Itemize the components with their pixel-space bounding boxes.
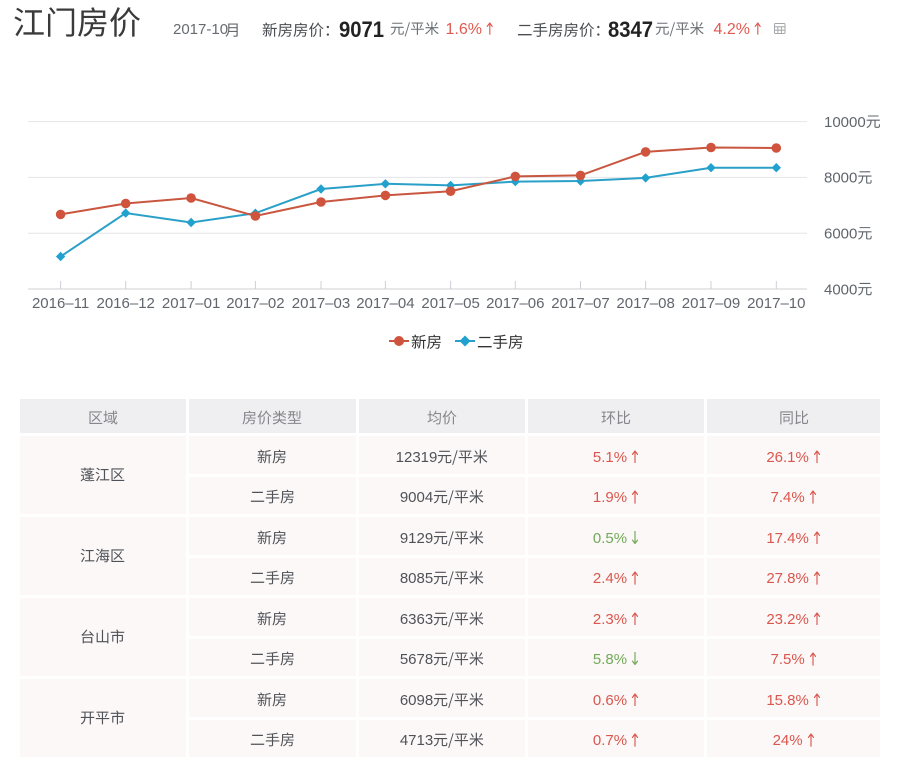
svg-text:2017–10: 2017–10: [747, 295, 805, 312]
svg-text:2017–08: 2017–08: [616, 295, 674, 312]
svg-text:2017–07: 2017–07: [551, 295, 609, 312]
svg-text:2017–01: 2017–01: [162, 295, 220, 312]
svg-text:6000: 6000: [824, 226, 857, 243]
svg-text:8000: 8000: [824, 170, 857, 187]
svg-text:2017–04: 2017–04: [356, 295, 414, 312]
svg-text:2017–09: 2017–09: [682, 295, 740, 312]
svg-text:2017–05: 2017–05: [421, 295, 479, 312]
svg-text:10000: 10000: [824, 114, 866, 131]
svg-text:2016–12: 2016–12: [96, 295, 154, 312]
svg-text:2016–11: 2016–11: [32, 295, 89, 312]
svg-text:2017–02: 2017–02: [226, 295, 284, 312]
svg-text:4000: 4000: [824, 281, 857, 298]
svg-text:2017–06: 2017–06: [486, 295, 544, 312]
svg-text:2017–03: 2017–03: [292, 295, 350, 312]
